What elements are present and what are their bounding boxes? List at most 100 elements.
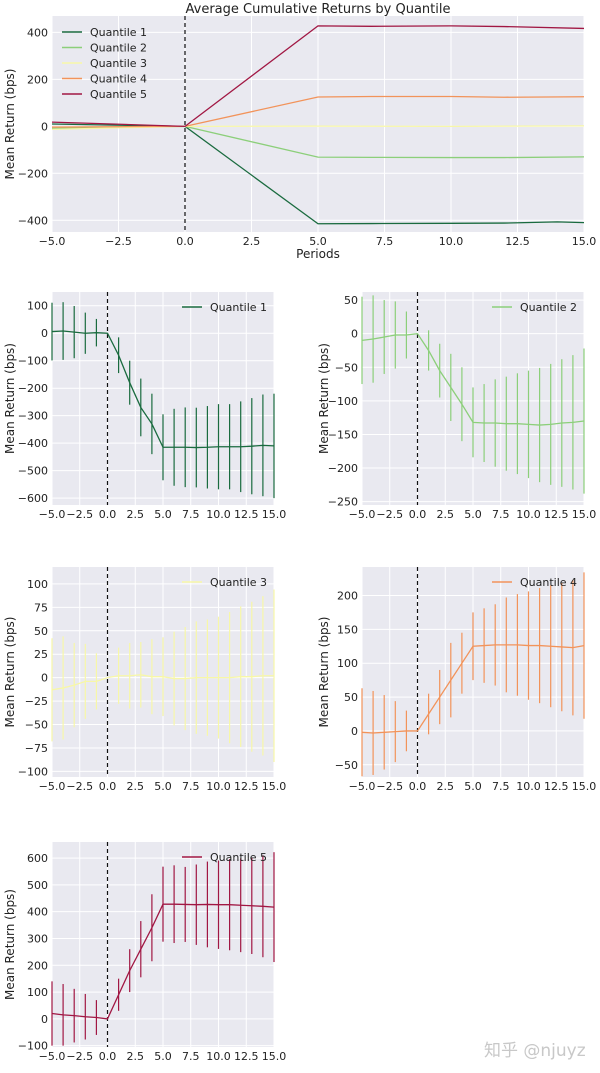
quantile-3-chart-y-tick-label: 0 [41,672,48,685]
quantile-2-chart-y-axis-label: Mean Return (bps) [317,343,331,454]
quantile-4-chart-y-tick-label: 50 [344,691,358,704]
quantile-5-chart-x-tick-label: 2.5 [127,1050,145,1063]
quantile-4-chart-y-tick-label: 200 [337,589,358,602]
quantile-3-chart-x-tick-label: −2.5 [66,780,93,793]
cumulative-chart-x-tick-label: 5.0 [309,235,327,248]
quantile-5-chart-x-tick-label: 0.0 [99,1050,117,1063]
quantile-1-chart-y-tick-label: −400 [18,437,48,450]
quantile-1-chart-x-tick-label: 12.5 [234,508,259,521]
cumulative-chart-y-tick-label: 200 [27,73,48,86]
legend-label-2: Quantile 2 [90,42,147,55]
legend-label-1: Quantile 1 [90,26,147,39]
quantile-3-chart-y-tick-label: 25 [34,648,48,661]
quantile-2-chart-y-tick-label: −50 [335,361,358,374]
quantile-2-chart-y-tick-label: −200 [328,462,358,475]
quantile-5-chart-x-tick-label: −5.0 [39,1050,66,1063]
cumulative-chart-title: Average Cumulative Returns by Quantile [186,2,451,17]
quantile-4-chart-x-tick-label: 10.0 [516,780,541,793]
overflow-mask [0,559,600,567]
quantile-2-chart-y-tick-label: −150 [328,428,358,441]
quantile-5-chart-x-tick-label: 10.0 [206,1050,231,1063]
cumulative-chart-x-tick-label: −2.5 [105,235,132,248]
quantile-1-chart-x-tick-label: 7.5 [182,508,200,521]
cumulative-chart-x-tick-label: 2.5 [243,235,261,248]
quantile-2-chart-x-tick-label: −2.5 [376,508,403,521]
quantile-3-chart-x-tick-label: 2.5 [127,780,145,793]
quantile-5-chart-y-tick-label: 300 [27,932,48,945]
quantile-3-chart-y-tick-label: −25 [25,695,48,708]
quantile-4-chart-y-tick-label: −50 [335,759,358,772]
legend-label-4: Quantile 4 [90,73,147,86]
cumulative-chart-y-tick-label: 400 [27,26,48,39]
quantile-5-chart-y-tick-label: 0 [41,1013,48,1026]
quantile-1-chart-y-tick-label: 100 [27,300,48,313]
quantile-1-chart-x-tick-label: −5.0 [39,508,66,521]
quantile-4-chart-legend-label: Quantile 4 [520,576,577,589]
watermark-text: 知乎 @njuyz [484,1041,586,1061]
quantile-3-chart-y-tick-label: 75 [34,601,48,614]
quantile-2-chart-x-tick-label: 15.0 [572,508,597,521]
cumulative-chart-x-axis-label: Periods [296,247,340,261]
quantile-2-chart-x-tick-label: 10.0 [516,508,541,521]
quantile-2-chart-x-tick-label: 0.0 [409,508,427,521]
legend-label-5: Quantile 5 [90,88,147,101]
quantile-5-chart-y-tick-label: 100 [27,986,48,999]
quantile-3-chart-y-tick-label: 100 [27,578,48,591]
quantile-5-chart-legend-label: Quantile 5 [210,851,267,864]
overflow-mask [0,284,600,292]
quantile-3-chart-y-tick-label: −75 [25,742,48,755]
quantile-1-chart-mean-line [51,330,275,449]
series-line-5 [51,25,585,128]
quantile-1-chart-y-tick-label: −300 [18,410,48,423]
quantile-2-chart-mean-line [361,332,585,426]
quantile-3-chart-x-tick-label: 7.5 [182,780,200,793]
quantile-3-chart-y-tick-label: −50 [25,719,48,732]
quantile-5-chart-x-tick-label: 5.0 [154,1050,172,1063]
quantile-4-chart-x-tick-label: 15.0 [572,780,597,793]
quantile-2-chart-y-tick-label: −250 [328,496,358,509]
quantile-4-chart-y-tick-label: 150 [337,623,358,636]
quantile-4-chart-x-tick-label: 7.5 [492,780,510,793]
cumulative-chart-x-tick-label: 10.0 [439,235,464,248]
cumulative-chart-x-tick-label: 15.0 [572,235,597,248]
overflow-mask [0,834,600,842]
series-line-3 [51,125,585,131]
quantile-4-chart-x-tick-label: 2.5 [437,780,455,793]
quantile-3-chart-y-tick-label: −100 [18,765,48,778]
quantile-5-chart-y-tick-label: 500 [27,879,48,892]
quantile-5-chart-y-tick-label: −100 [18,1040,48,1053]
quantile-3-chart-x-tick-label: 0.0 [99,780,117,793]
quantile-4-chart-x-tick-label: 0.0 [409,780,427,793]
quantile-5-chart-x-tick-label: 7.5 [182,1050,200,1063]
quantile-5-chart-y-tick-label: 400 [27,906,48,919]
quantile-1-chart-y-axis-label: Mean Return (bps) [3,343,17,454]
quantile-2-chart-y-tick-label: 50 [344,294,358,307]
quantile-2-chart-x-tick-label: 12.5 [544,508,569,521]
quantile-3-chart-x-tick-label: 5.0 [154,780,172,793]
cumulative-chart-x-tick-label: 0.0 [176,235,194,248]
quantile-2-chart-x-tick-label: 2.5 [437,508,455,521]
cumulative-chart-x-tick-label: −5.0 [39,235,66,248]
quantile-5-chart-y-axis-label: Mean Return (bps) [3,889,17,1000]
quantile-1-chart-x-tick-label: 0.0 [99,508,117,521]
quantile-1-chart-y-tick-label: −200 [18,382,48,395]
quantile-3-chart-x-tick-label: 12.5 [234,780,259,793]
quantile-3-chart-x-tick-label: −5.0 [39,780,66,793]
quantile-2-chart-x-tick-label: −5.0 [349,508,376,521]
quantile-2-chart-legend-label: Quantile 2 [520,301,577,314]
quantile-1-chart-y-tick-label: −100 [18,355,48,368]
cumulative-chart-y-axis-label: Mean Return (bps) [3,69,17,180]
quantile-5-chart-y-tick-label: 600 [27,852,48,865]
quantile-2-chart-x-tick-label: 7.5 [492,508,510,521]
quantile-4-chart-x-tick-label: 12.5 [544,780,569,793]
quantile-4-chart-y-axis-label: Mean Return (bps) [317,617,331,728]
quantile-4-chart-mean-line [361,644,585,734]
quantile-3-chart-y-tick-label: 50 [34,625,48,638]
quantile-2-chart-y-tick-label: −100 [328,395,358,408]
quantile-2-chart-y-tick-label: 0 [351,328,358,341]
quantile-4-chart-x-tick-label: −5.0 [349,780,376,793]
quantile-2-chart-x-tick-label: 5.0 [464,508,482,521]
quantile-3-chart-mean-line [51,674,274,691]
quantile-1-chart-legend-label: Quantile 1 [210,301,267,314]
